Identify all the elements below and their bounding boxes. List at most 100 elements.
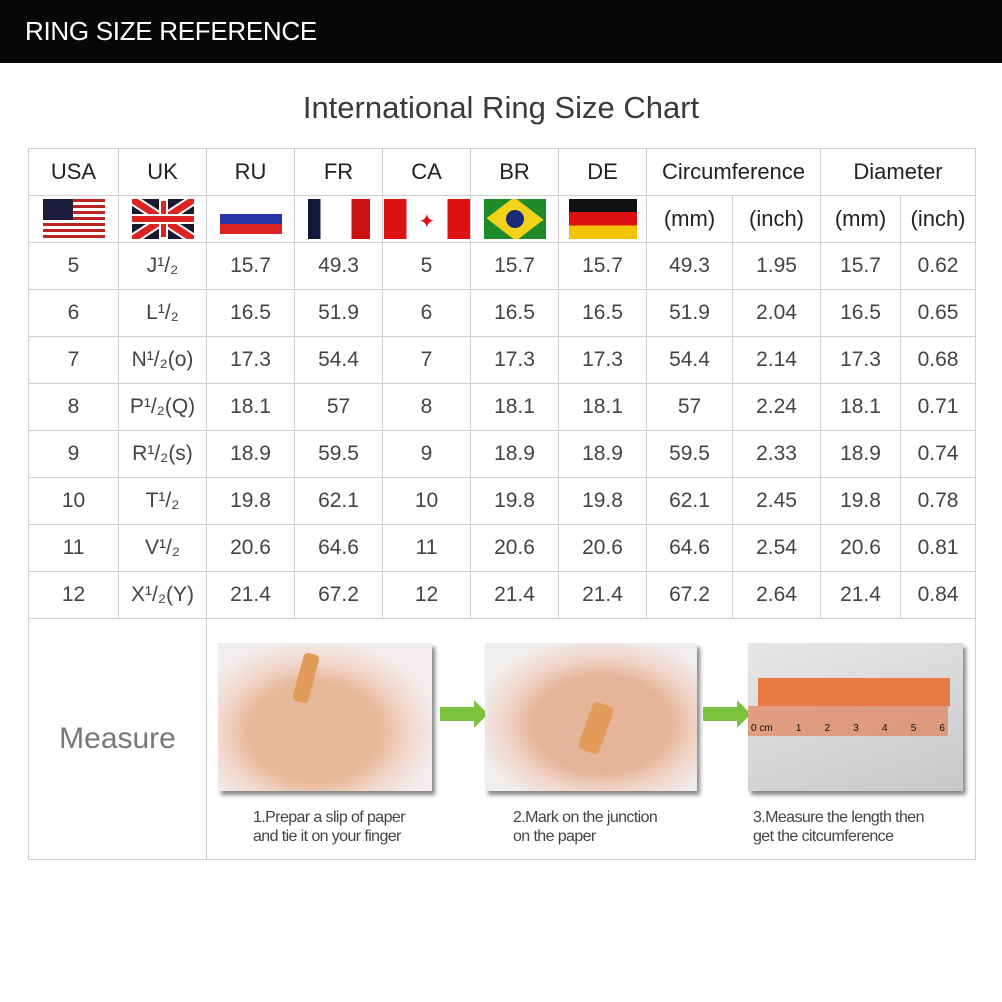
col-de: DE	[558, 148, 647, 196]
cell-circ-mm: 67.2	[646, 571, 733, 619]
france-flag-icon	[307, 199, 370, 239]
cell-de: 21.4	[558, 571, 647, 619]
cell-uk: T¹/₂	[118, 477, 207, 525]
circ-mm-unit: (mm)	[646, 195, 733, 243]
cell-usa: 7	[28, 336, 119, 384]
cell-br: 18.9	[470, 430, 559, 478]
cell-dia-mm: 15.7	[820, 242, 902, 290]
cell-circ-mm: 57	[646, 383, 733, 431]
table-row: 10 T¹/₂ 19.8 62.1 10 19.8 19.8 62.1 2.45 19.8 0.78	[28, 477, 977, 525]
germany-flag-icon	[568, 199, 637, 239]
table-row: 6 L¹/₂ 16.5 51.9 6 16.5 16.5 51.9 2.04 16.5 0.65	[28, 289, 977, 337]
ruler-label: 6	[939, 723, 945, 734]
step1-caption: 1.Prepar a slip of paper and tie it on yo…	[253, 808, 406, 846]
cell-fr: 51.9	[294, 289, 383, 337]
col-ru: RU	[206, 148, 295, 196]
cell-fr: 59.5	[294, 430, 383, 478]
circ-inch-unit: (inch)	[731, 195, 822, 243]
ruler-label: 5	[910, 723, 917, 734]
step2-caption: 2.Mark on the junction on the paper	[513, 808, 658, 846]
cell-uk: R¹/₂(s)	[118, 430, 207, 478]
cell-de: 16.5	[558, 289, 647, 337]
cell-ca: 8	[382, 383, 471, 431]
cell-usa: 9	[28, 430, 119, 478]
ruler: 0 cm 1 2 3 4 5 6	[748, 706, 948, 736]
cell-circ-mm: 64.6	[646, 524, 733, 572]
cell-circ-mm: 54.4	[646, 336, 733, 384]
cell-uk: J¹/₂	[118, 242, 207, 290]
cell-de: 19.8	[558, 477, 647, 525]
step3-caption: 3.Measure the length then get the citcumf…	[753, 808, 925, 846]
cell-dia-in: 0.78	[900, 477, 977, 525]
caption-line: 3.Measure the length then	[753, 809, 925, 826]
flag-cell	[28, 195, 119, 243]
cell-ca: 7	[382, 336, 471, 384]
cell-ca: 9	[382, 430, 471, 478]
cell-ru: 18.9	[206, 430, 295, 478]
cell-circ-in: 1.95	[731, 242, 822, 290]
table-row: 7 N¹/₂(o) 17.3 54.4 7 17.3 17.3 54.4 2.14 17.3 0.6…	[28, 336, 977, 384]
cell-de: 17.3	[558, 336, 647, 384]
flag-row: ✦ (mm) (inch) (mm) (inch)	[28, 195, 977, 243]
cell-circ-in: 2.24	[731, 383, 822, 431]
table-row: 8 P¹/₂(Q) 18.1 57 8 18.1 18.1 57 2.24 18.1 0.71	[28, 383, 977, 431]
cell-br: 15.7	[470, 242, 559, 290]
cell-dia-mm: 18.9	[820, 430, 902, 478]
col-br: BR	[470, 148, 559, 196]
cell-dia-in: 0.81	[900, 524, 977, 572]
cell-circ-mm: 59.5	[646, 430, 733, 478]
arrow-right-icon	[440, 700, 488, 728]
cell-circ-in: 2.64	[731, 571, 822, 619]
cell-br: 17.3	[470, 336, 559, 384]
flag-cell	[470, 195, 559, 243]
step2-photo	[485, 643, 697, 791]
table-row: 11 V¹/₂ 20.6 64.6 11 20.6 20.6 64.6 2.54 20.6 0.81	[28, 524, 977, 572]
cell-uk: N¹/₂(o)	[118, 336, 207, 384]
ruler-label: 2	[824, 723, 831, 734]
cell-dia-mm: 19.8	[820, 477, 902, 525]
col-ca: CA	[382, 148, 471, 196]
cell-uk: X¹/₂(Y)	[118, 571, 207, 619]
cell-circ-mm: 62.1	[646, 477, 733, 525]
cell-de: 20.6	[558, 524, 647, 572]
chart-title: International Ring Size Chart	[302, 90, 700, 125]
arrow-right-icon	[703, 700, 751, 728]
cell-de: 15.7	[558, 242, 647, 290]
caption-line: and tie it on your finger	[253, 828, 401, 845]
cell-dia-mm: 21.4	[820, 571, 902, 619]
flag-cell	[294, 195, 383, 243]
cell-dia-mm: 18.1	[820, 383, 902, 431]
cell-br: 19.8	[470, 477, 559, 525]
uk-flag-icon	[131, 199, 194, 239]
cell-dia-in: 0.71	[900, 383, 977, 431]
cell-usa: 12	[28, 571, 119, 619]
cell-uk: V¹/₂	[118, 524, 207, 572]
cell-usa: 11	[28, 524, 119, 572]
cell-br: 21.4	[470, 571, 559, 619]
table-row: 12 X¹/₂(Y) 21.4 67.2 12 21.4 21.4 67.2 2.64 21.4 0…	[28, 571, 977, 619]
paper-strip	[758, 678, 950, 706]
cell-br: 18.1	[470, 383, 559, 431]
cell-uk: P¹/₂(Q)	[118, 383, 207, 431]
us-flag-icon	[42, 199, 105, 239]
cell-ru: 17.3	[206, 336, 295, 384]
cell-dia-mm: 17.3	[820, 336, 902, 384]
cell-ru: 15.7	[206, 242, 295, 290]
cell-ca: 11	[382, 524, 471, 572]
cell-fr: 49.3	[294, 242, 383, 290]
ruler-label: 4	[881, 723, 888, 734]
brazil-flag-icon	[483, 199, 546, 239]
cell-circ-in: 2.45	[731, 477, 822, 525]
cell-uk: L¹/₂	[118, 289, 207, 337]
russia-flag-icon	[219, 204, 282, 234]
cell-br: 20.6	[470, 524, 559, 572]
flag-cell: ✦	[382, 195, 471, 243]
dia-mm-unit: (mm)	[820, 195, 902, 243]
cell-de: 18.1	[558, 383, 647, 431]
cell-ru: 20.6	[206, 524, 295, 572]
ruler-label: 3	[853, 723, 859, 734]
flag-cell	[206, 195, 295, 243]
caption-line: get the citcumference	[753, 828, 894, 845]
caption-line: 1.Prepar a slip of paper	[253, 809, 406, 826]
dia-inch-unit: (inch)	[900, 195, 977, 243]
